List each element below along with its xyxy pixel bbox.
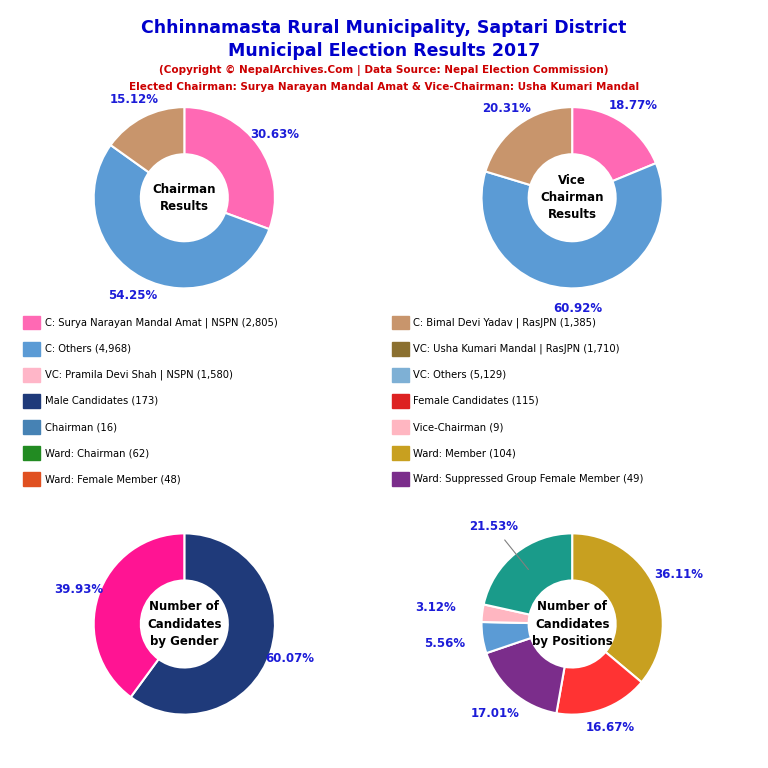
Text: Male Candidates (173): Male Candidates (173) <box>45 396 157 406</box>
Text: 3.12%: 3.12% <box>415 601 455 614</box>
Text: 30.63%: 30.63% <box>250 128 300 141</box>
Text: Ward: Member (104): Ward: Member (104) <box>413 448 516 458</box>
Text: Ward: Female Member (48): Ward: Female Member (48) <box>45 474 180 485</box>
Text: Number of
Candidates
by Positions: Number of Candidates by Positions <box>531 601 613 647</box>
Wedge shape <box>556 652 641 714</box>
Text: Elected Chairman: Surya Narayan Mandal Amat & Vice-Chairman: Usha Kumari Mandal: Elected Chairman: Surya Narayan Mandal A… <box>129 82 639 92</box>
Wedge shape <box>94 533 184 697</box>
Text: 54.25%: 54.25% <box>108 289 157 302</box>
Text: 21.53%: 21.53% <box>469 520 518 533</box>
Text: 5.56%: 5.56% <box>425 637 465 650</box>
Text: Municipal Election Results 2017: Municipal Election Results 2017 <box>228 42 540 60</box>
Text: VC: Pramila Devi Shah | NSPN (1,580): VC: Pramila Devi Shah | NSPN (1,580) <box>45 369 233 380</box>
Wedge shape <box>572 107 656 181</box>
Text: Vice
Chairman
Results: Vice Chairman Results <box>541 174 604 221</box>
Text: VC: Others (5,129): VC: Others (5,129) <box>413 369 506 380</box>
Wedge shape <box>111 107 184 173</box>
Text: 20.31%: 20.31% <box>482 102 531 115</box>
Text: Female Candidates (115): Female Candidates (115) <box>413 396 539 406</box>
Wedge shape <box>572 533 663 682</box>
Text: Chairman (16): Chairman (16) <box>45 422 117 432</box>
Text: 18.77%: 18.77% <box>609 99 658 112</box>
Wedge shape <box>486 638 564 713</box>
Text: 60.07%: 60.07% <box>265 652 314 665</box>
Wedge shape <box>484 533 572 614</box>
Text: Chairman
Results: Chairman Results <box>153 183 216 213</box>
Text: 36.11%: 36.11% <box>654 568 703 581</box>
Wedge shape <box>94 145 270 288</box>
Text: Ward: Suppressed Group Female Member (49): Ward: Suppressed Group Female Member (49… <box>413 474 644 485</box>
Text: 15.12%: 15.12% <box>109 93 158 106</box>
Wedge shape <box>482 163 663 288</box>
Text: Vice-Chairman (9): Vice-Chairman (9) <box>413 422 504 432</box>
Text: Number of
Candidates
by Gender: Number of Candidates by Gender <box>147 601 222 647</box>
Wedge shape <box>184 107 275 229</box>
Text: C: Bimal Devi Yadav | RasJPN (1,385): C: Bimal Devi Yadav | RasJPN (1,385) <box>413 317 596 328</box>
Text: 39.93%: 39.93% <box>55 583 104 596</box>
Text: VC: Usha Kumari Mandal | RasJPN (1,710): VC: Usha Kumari Mandal | RasJPN (1,710) <box>413 343 620 354</box>
Wedge shape <box>131 533 275 714</box>
Wedge shape <box>485 107 572 185</box>
Text: C: Others (4,968): C: Others (4,968) <box>45 343 131 354</box>
Text: Chhinnamasta Rural Municipality, Saptari District: Chhinnamasta Rural Municipality, Saptari… <box>141 19 627 37</box>
Wedge shape <box>482 604 530 623</box>
Text: 60.92%: 60.92% <box>553 302 602 315</box>
Text: (Copyright © NepalArchives.Com | Data Source: Nepal Election Commission): (Copyright © NepalArchives.Com | Data So… <box>159 65 609 76</box>
Text: C: Surya Narayan Mandal Amat | NSPN (2,805): C: Surya Narayan Mandal Amat | NSPN (2,8… <box>45 317 277 328</box>
Wedge shape <box>482 622 531 653</box>
Text: 16.67%: 16.67% <box>585 721 634 734</box>
Text: 17.01%: 17.01% <box>471 707 520 720</box>
Text: Ward: Chairman (62): Ward: Chairman (62) <box>45 448 149 458</box>
